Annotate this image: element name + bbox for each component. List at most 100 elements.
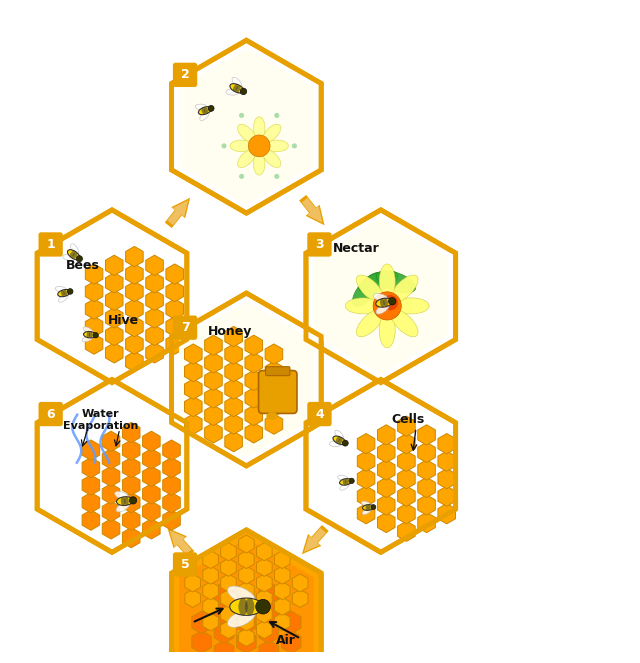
Polygon shape [302, 525, 329, 554]
Polygon shape [221, 621, 236, 638]
Circle shape [349, 478, 355, 483]
FancyBboxPatch shape [173, 552, 197, 577]
Polygon shape [106, 308, 123, 328]
Polygon shape [357, 469, 375, 489]
Polygon shape [239, 566, 254, 584]
Ellipse shape [236, 86, 241, 93]
Polygon shape [257, 543, 272, 561]
Polygon shape [37, 210, 187, 383]
Circle shape [256, 599, 270, 614]
Ellipse shape [266, 140, 288, 152]
Polygon shape [245, 353, 262, 373]
Polygon shape [438, 434, 456, 453]
Text: Nectar: Nectar [333, 242, 380, 255]
Polygon shape [85, 264, 103, 284]
FancyBboxPatch shape [38, 232, 63, 257]
Ellipse shape [338, 438, 342, 444]
Ellipse shape [380, 299, 385, 307]
Text: Hive: Hive [108, 314, 139, 327]
Ellipse shape [376, 298, 392, 307]
Ellipse shape [237, 150, 255, 168]
Polygon shape [221, 574, 236, 592]
Ellipse shape [230, 84, 244, 93]
Polygon shape [102, 484, 120, 504]
Polygon shape [257, 589, 272, 607]
Circle shape [275, 174, 280, 179]
Polygon shape [245, 335, 262, 355]
Circle shape [292, 143, 297, 149]
Ellipse shape [227, 609, 255, 627]
Polygon shape [168, 528, 195, 557]
Polygon shape [214, 621, 234, 643]
Polygon shape [245, 405, 262, 426]
Circle shape [388, 298, 396, 305]
Polygon shape [372, 363, 390, 398]
Polygon shape [143, 518, 160, 539]
Circle shape [342, 440, 348, 446]
Ellipse shape [245, 598, 254, 615]
Ellipse shape [121, 497, 125, 506]
Text: 4: 4 [315, 408, 324, 420]
Polygon shape [122, 510, 140, 530]
Polygon shape [357, 434, 375, 453]
Polygon shape [85, 316, 103, 337]
Polygon shape [225, 379, 243, 399]
Ellipse shape [376, 271, 416, 293]
Ellipse shape [227, 586, 255, 604]
Polygon shape [239, 597, 254, 615]
Polygon shape [82, 475, 100, 495]
Polygon shape [275, 581, 290, 600]
Polygon shape [275, 550, 290, 569]
Polygon shape [82, 457, 100, 478]
Polygon shape [397, 486, 415, 507]
Ellipse shape [67, 250, 80, 260]
Polygon shape [164, 198, 190, 228]
Polygon shape [125, 247, 143, 267]
Ellipse shape [230, 598, 263, 615]
Polygon shape [184, 379, 202, 399]
Polygon shape [378, 425, 395, 445]
Circle shape [221, 143, 227, 149]
FancyBboxPatch shape [307, 232, 332, 257]
Polygon shape [438, 451, 456, 471]
Polygon shape [418, 477, 435, 498]
Polygon shape [214, 640, 234, 663]
Polygon shape [45, 388, 179, 544]
Ellipse shape [239, 598, 248, 615]
Polygon shape [146, 272, 163, 293]
Polygon shape [85, 334, 103, 354]
Polygon shape [265, 344, 283, 364]
Polygon shape [106, 290, 123, 310]
Polygon shape [257, 621, 272, 638]
Polygon shape [143, 449, 160, 469]
Polygon shape [282, 611, 301, 634]
Polygon shape [122, 440, 140, 460]
Polygon shape [245, 370, 262, 391]
Ellipse shape [340, 479, 351, 485]
Polygon shape [166, 334, 184, 354]
Polygon shape [397, 469, 415, 489]
Ellipse shape [335, 430, 344, 440]
Ellipse shape [383, 298, 388, 307]
Polygon shape [265, 361, 283, 382]
Ellipse shape [115, 491, 129, 500]
Ellipse shape [233, 84, 238, 91]
Polygon shape [239, 550, 254, 569]
Text: Honey: Honey [208, 325, 253, 338]
Polygon shape [125, 299, 143, 320]
Polygon shape [397, 504, 415, 524]
Polygon shape [203, 566, 218, 584]
FancyBboxPatch shape [307, 402, 332, 426]
Polygon shape [106, 272, 123, 293]
Polygon shape [275, 613, 290, 631]
Ellipse shape [198, 107, 211, 115]
Text: Air: Air [276, 634, 296, 647]
Ellipse shape [353, 272, 383, 306]
Polygon shape [259, 601, 278, 624]
Polygon shape [245, 388, 262, 408]
Polygon shape [214, 601, 234, 624]
Polygon shape [257, 558, 272, 576]
Circle shape [129, 497, 137, 504]
Ellipse shape [55, 286, 67, 292]
Ellipse shape [338, 475, 348, 481]
